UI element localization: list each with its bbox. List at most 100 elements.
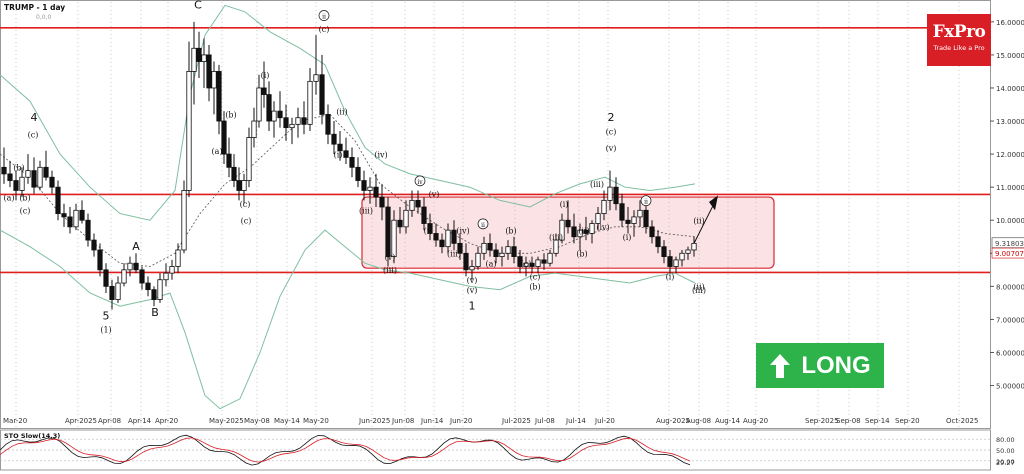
candle-down: [625, 219, 631, 224]
candle-up: [289, 123, 295, 129]
candle-up: [553, 239, 559, 254]
candle-up: [163, 272, 169, 281]
wave-label: (i): [623, 233, 632, 242]
wave-label: (v): [385, 253, 396, 262]
wave-label: (ii): [693, 217, 704, 226]
wave-label: (ii): [578, 226, 589, 235]
candle-up: [19, 176, 25, 191]
wave-label: 1: [469, 300, 476, 313]
y-tick-label: 15.00000: [996, 52, 1024, 60]
candle-down: [145, 282, 151, 291]
wave-label: (ii): [336, 107, 347, 116]
y-tick-label: 16.00000: [996, 19, 1024, 27]
wave-label: (v): [606, 144, 617, 153]
candle-down: [397, 219, 403, 228]
wave-label: (b): [13, 164, 24, 173]
candle-up: [175, 249, 181, 267]
candle-up: [559, 219, 565, 241]
candle-down: [655, 236, 661, 248]
stochastic-d-line: [0, 437, 691, 463]
bollinger-middle: [0, 113, 696, 267]
candle-up: [367, 186, 373, 191]
y-tick-label: 6.00000: [996, 349, 1024, 357]
candle-up: [241, 180, 247, 191]
wave-label: (c): [28, 131, 39, 140]
x-tick-label: Apr-20: [155, 417, 178, 425]
candle-down: [451, 229, 457, 244]
x-tick-label: May-08: [244, 417, 270, 425]
candle-up: [601, 199, 607, 215]
candle-down: [55, 186, 61, 215]
candle-down: [667, 256, 673, 267]
wave-label: iv: [417, 179, 423, 186]
x-tick-label: Apr-14: [128, 417, 152, 425]
candle-down: [1, 166, 7, 175]
candle-down: [91, 239, 97, 251]
candle-up: [25, 170, 31, 178]
x-tick-label: Jul-14: [565, 417, 586, 425]
candle-down: [133, 262, 139, 271]
candle-down: [415, 199, 421, 208]
wave-label: (c): [20, 207, 31, 216]
candle-down: [67, 216, 73, 228]
indicator-current: 29.27: [996, 459, 1015, 467]
candle-up: [127, 262, 133, 271]
candle-down: [216, 71, 222, 122]
candle-down: [97, 249, 103, 271]
x-tick-label: Sep-20: [895, 417, 920, 425]
candle-down: [649, 226, 655, 238]
candle-down: [7, 173, 13, 181]
wave-label: (ii): [693, 283, 704, 292]
wave-label: (1): [100, 326, 111, 335]
candle-down: [571, 226, 577, 238]
wave-label: (c): [606, 127, 617, 136]
x-tick-label: May-2025: [209, 417, 244, 425]
wave-label-circle: [414, 175, 426, 187]
wave-label: (b): [529, 283, 540, 292]
candle-up: [679, 252, 685, 261]
candle-down: [427, 223, 433, 234]
candle-down: [31, 170, 37, 188]
wave-label: (iii): [692, 286, 706, 295]
wave-label-circle: [640, 195, 652, 207]
x-tick-label: Sep-08: [836, 417, 861, 425]
y-tick-label: 10.00000: [996, 217, 1024, 225]
wave-label: (a): [485, 260, 496, 269]
candle-down: [541, 259, 547, 264]
y-tick-label: 5.00000: [996, 383, 1024, 391]
wave-label: ii: [322, 14, 326, 21]
candle-down: [13, 180, 19, 191]
candle-up: [191, 47, 197, 72]
brand-name: FxPro: [932, 22, 986, 42]
indicator-tick-label: 20.00: [996, 458, 1015, 466]
x-tick-label: Aug-14: [715, 417, 741, 425]
x-tick-label: Aug-2025: [656, 417, 690, 425]
wave-label: (c): [521, 260, 532, 269]
x-tick-label: Apr-08: [98, 417, 121, 425]
x-tick-label: Jul-20: [594, 417, 615, 425]
x-tick-label: Apr-2025: [65, 417, 97, 425]
candle-down: [226, 153, 232, 168]
signal-label: LONG: [801, 351, 871, 379]
wave-label: (i): [334, 150, 343, 159]
candle-down: [337, 143, 343, 152]
indicator-title: STO Slow(14,3): [4, 432, 60, 440]
y-tick-label: 8.00000: [996, 283, 1024, 291]
wave-label: ii: [481, 222, 485, 229]
x-tick-label: Sep-14: [865, 417, 890, 425]
candle-down: [301, 117, 307, 125]
wave-label: C: [194, 0, 202, 12]
candle-up: [607, 186, 613, 201]
candle-up: [475, 252, 481, 267]
candle-down: [343, 150, 349, 158]
candle-up: [589, 223, 595, 234]
candle-up: [673, 259, 679, 267]
candle-up: [246, 137, 252, 181]
projection-arrowhead: [709, 195, 718, 211]
candle-down: [529, 262, 535, 267]
candle-up: [523, 262, 529, 267]
wave-label: (b): [576, 250, 587, 259]
wave-label: (a): [3, 193, 14, 202]
candle-up: [637, 209, 643, 218]
brand-logo: FxPro Trade Like a Pro: [927, 14, 991, 66]
